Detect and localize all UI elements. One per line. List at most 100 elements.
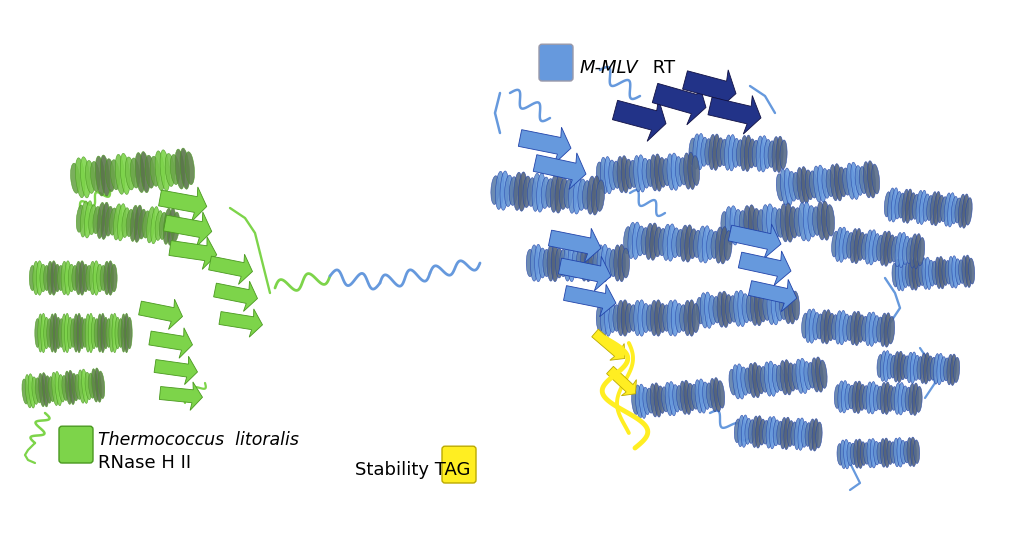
Ellipse shape <box>884 313 891 347</box>
Ellipse shape <box>564 245 571 281</box>
Ellipse shape <box>601 244 608 282</box>
FancyArrow shape <box>154 356 198 385</box>
Ellipse shape <box>700 293 708 328</box>
Ellipse shape <box>654 154 663 191</box>
Ellipse shape <box>677 385 684 410</box>
Ellipse shape <box>867 439 873 467</box>
FancyBboxPatch shape <box>59 426 93 463</box>
Ellipse shape <box>880 231 888 265</box>
Ellipse shape <box>684 153 691 189</box>
Ellipse shape <box>650 384 657 417</box>
Ellipse shape <box>890 442 896 463</box>
Ellipse shape <box>98 371 104 398</box>
Ellipse shape <box>577 249 584 277</box>
Ellipse shape <box>140 152 150 193</box>
Ellipse shape <box>532 173 541 212</box>
Ellipse shape <box>613 161 621 189</box>
Ellipse shape <box>689 138 696 164</box>
Ellipse shape <box>61 314 67 352</box>
Ellipse shape <box>784 359 792 395</box>
Ellipse shape <box>843 314 850 341</box>
Ellipse shape <box>850 311 857 345</box>
Ellipse shape <box>587 176 595 214</box>
Ellipse shape <box>650 300 657 335</box>
Ellipse shape <box>69 370 75 404</box>
Ellipse shape <box>44 317 49 349</box>
Ellipse shape <box>869 312 876 346</box>
Ellipse shape <box>82 369 88 403</box>
Ellipse shape <box>650 223 657 260</box>
Ellipse shape <box>717 138 724 167</box>
Ellipse shape <box>65 261 71 295</box>
FancyArrow shape <box>728 224 781 259</box>
Ellipse shape <box>646 305 653 332</box>
Ellipse shape <box>749 363 757 397</box>
Ellipse shape <box>895 259 901 290</box>
Ellipse shape <box>884 351 890 382</box>
Ellipse shape <box>654 300 663 336</box>
Ellipse shape <box>546 179 554 207</box>
Ellipse shape <box>88 373 95 398</box>
FancyArrow shape <box>708 95 761 134</box>
Ellipse shape <box>768 141 775 167</box>
Ellipse shape <box>78 370 85 403</box>
Ellipse shape <box>713 134 720 170</box>
Ellipse shape <box>693 230 701 258</box>
Ellipse shape <box>568 175 578 213</box>
Ellipse shape <box>514 172 522 210</box>
Ellipse shape <box>888 188 895 221</box>
Ellipse shape <box>870 438 877 468</box>
Ellipse shape <box>775 292 783 321</box>
Ellipse shape <box>581 245 588 281</box>
Ellipse shape <box>787 288 796 324</box>
Ellipse shape <box>905 189 912 223</box>
Ellipse shape <box>913 355 920 380</box>
Ellipse shape <box>899 259 905 291</box>
Ellipse shape <box>842 380 848 413</box>
Ellipse shape <box>72 373 78 401</box>
Ellipse shape <box>780 361 787 395</box>
Ellipse shape <box>702 226 711 263</box>
Ellipse shape <box>947 193 954 227</box>
Ellipse shape <box>805 170 813 199</box>
Ellipse shape <box>884 382 890 414</box>
Ellipse shape <box>50 314 55 352</box>
Ellipse shape <box>822 168 829 198</box>
Ellipse shape <box>76 158 85 198</box>
Ellipse shape <box>138 209 146 239</box>
Ellipse shape <box>40 264 46 292</box>
Ellipse shape <box>535 244 542 282</box>
Ellipse shape <box>756 136 764 172</box>
Ellipse shape <box>767 204 775 243</box>
Ellipse shape <box>763 420 769 444</box>
Ellipse shape <box>91 369 98 402</box>
Ellipse shape <box>630 160 637 187</box>
Ellipse shape <box>908 384 915 415</box>
Ellipse shape <box>707 383 714 408</box>
Ellipse shape <box>808 362 815 388</box>
Ellipse shape <box>41 313 46 353</box>
Ellipse shape <box>852 381 858 413</box>
Ellipse shape <box>771 289 779 325</box>
Ellipse shape <box>118 204 126 241</box>
Ellipse shape <box>839 167 847 197</box>
FancyArrow shape <box>534 153 586 190</box>
Ellipse shape <box>551 244 559 282</box>
Ellipse shape <box>792 364 800 390</box>
Ellipse shape <box>738 290 745 327</box>
Ellipse shape <box>69 264 75 292</box>
Ellipse shape <box>918 237 925 266</box>
Ellipse shape <box>888 385 894 412</box>
Ellipse shape <box>47 318 52 347</box>
FancyArrow shape <box>159 187 207 221</box>
Ellipse shape <box>812 419 818 451</box>
Ellipse shape <box>808 206 816 237</box>
Ellipse shape <box>76 205 84 232</box>
FancyArrow shape <box>612 99 666 141</box>
Ellipse shape <box>863 443 869 464</box>
Ellipse shape <box>632 222 640 259</box>
Ellipse shape <box>105 159 115 192</box>
Ellipse shape <box>721 212 729 240</box>
Ellipse shape <box>759 419 766 445</box>
Ellipse shape <box>847 316 853 340</box>
